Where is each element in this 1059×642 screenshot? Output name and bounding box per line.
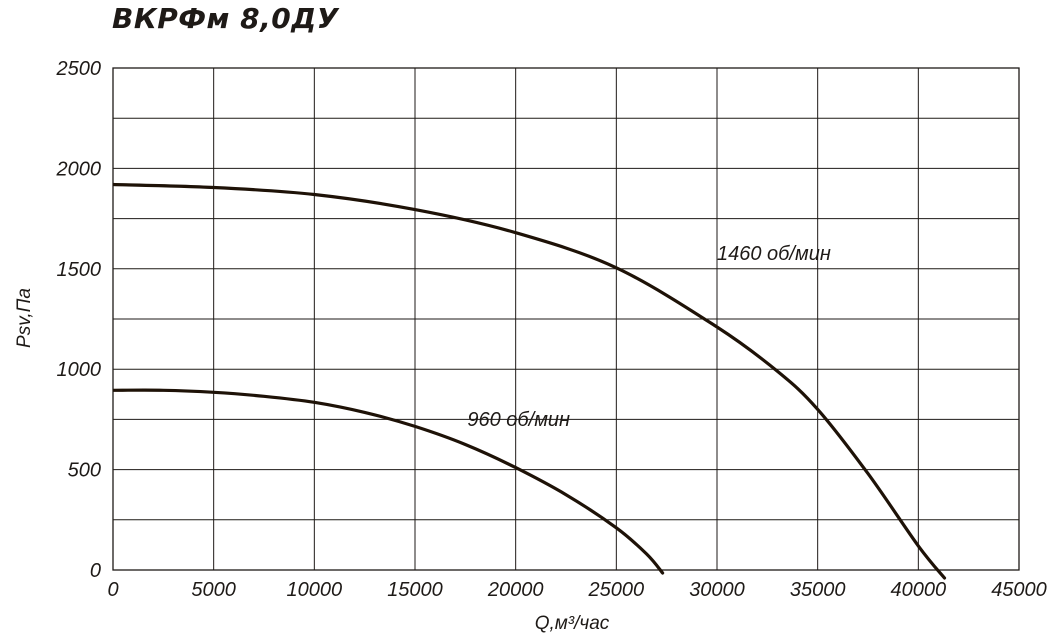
y-tick-label: 2000 [56, 158, 102, 180]
x-tick-label: 45000 [991, 579, 1047, 601]
tick-labels: 0 5000 10000 15000 20000 25000 30000 35000 40000… [56, 58, 1047, 601]
x-tick-label: 5000 [191, 579, 236, 601]
y-tick-label: 1000 [57, 359, 102, 381]
curve-series-1 [113, 182, 947, 580]
chart-title: ВКРФм 8,0ДУ [112, 2, 339, 35]
y-axis-label: Psv,Па [14, 288, 35, 348]
series-label-1: 1460 об/мин [717, 243, 831, 265]
curve-series-2 [113, 388, 665, 575]
x-axis-label: Q,м³/час [535, 613, 610, 634]
y-tick-label: 500 [68, 460, 101, 482]
x-tick-label: 30000 [689, 579, 745, 601]
y-tick-label: 1500 [57, 259, 102, 281]
series-labels: 1460 об/мин 960 об/мин [467, 243, 830, 431]
x-tick-label: 35000 [790, 579, 846, 601]
grid-lines [113, 68, 1019, 570]
y-tick-label: 2500 [56, 58, 102, 80]
x-tick-label: 15000 [387, 579, 443, 601]
x-tick-label: 25000 [588, 579, 645, 601]
series-label-2: 960 об/мин [467, 409, 570, 431]
x-tick-label: 20000 [487, 579, 544, 601]
x-tick-label: 40000 [891, 579, 947, 601]
y-tick-label: 0 [90, 560, 101, 582]
curves [113, 182, 947, 580]
x-tick-label: 10000 [287, 579, 343, 601]
x-tick-label: 0 [107, 579, 118, 601]
